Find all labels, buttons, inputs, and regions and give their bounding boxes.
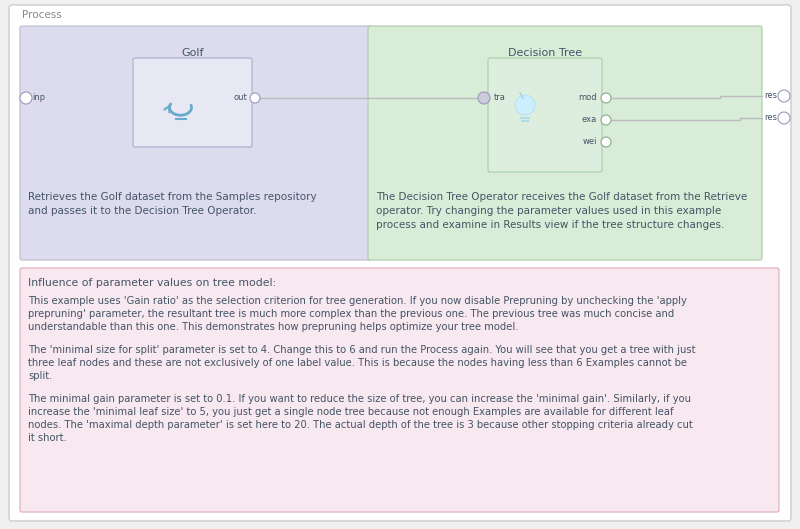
Text: Process: Process (22, 10, 62, 20)
Text: The Decision Tree Operator receives the Golf dataset from the Retrieve: The Decision Tree Operator receives the … (376, 192, 747, 202)
FancyBboxPatch shape (9, 5, 791, 521)
Text: Influence of parameter values on tree model:: Influence of parameter values on tree mo… (28, 278, 276, 288)
Text: understandable than this one. This demonstrates how prepruning helps optimize yo: understandable than this one. This demon… (28, 322, 518, 332)
Circle shape (601, 115, 611, 125)
Text: wei: wei (582, 138, 597, 147)
Circle shape (515, 95, 535, 115)
FancyBboxPatch shape (20, 268, 779, 512)
Text: nodes. The 'maximal depth parameter' is set here to 20. The actual depth of the : nodes. The 'maximal depth parameter' is … (28, 420, 693, 430)
Text: Retrieves the Golf dataset from the Samples repository: Retrieves the Golf dataset from the Samp… (28, 192, 317, 202)
Text: operator. Try changing the parameter values used in this example: operator. Try changing the parameter val… (376, 206, 722, 216)
Text: three leaf nodes and these are not exclusively of one label value. This is becau: three leaf nodes and these are not exclu… (28, 358, 687, 368)
Text: it short.: it short. (28, 433, 66, 443)
Text: increase the 'minimal leaf size' to 5, you just get a single node tree because n: increase the 'minimal leaf size' to 5, y… (28, 407, 674, 417)
Circle shape (20, 92, 32, 104)
Circle shape (778, 112, 790, 124)
Text: res: res (764, 114, 777, 123)
Text: tra: tra (494, 94, 506, 103)
Text: The minimal gain parameter is set to 0.1. If you want to reduce the size of tree: The minimal gain parameter is set to 0.1… (28, 394, 691, 404)
Text: process and examine in Results view if the tree structure changes.: process and examine in Results view if t… (376, 220, 724, 230)
FancyBboxPatch shape (368, 26, 762, 260)
Circle shape (250, 93, 260, 103)
Circle shape (778, 90, 790, 102)
Text: prepruning' parameter, the resultant tree is much more complex than the previous: prepruning' parameter, the resultant tre… (28, 309, 674, 319)
Text: mod: mod (578, 94, 597, 103)
Text: out: out (234, 94, 247, 103)
FancyBboxPatch shape (133, 58, 252, 147)
Text: The 'minimal size for split' parameter is set to 4. Change this to 6 and run the: The 'minimal size for split' parameter i… (28, 345, 695, 355)
Circle shape (478, 92, 490, 104)
Text: This example uses 'Gain ratio' as the selection criterion for tree generation. I: This example uses 'Gain ratio' as the se… (28, 296, 687, 306)
Text: Golf: Golf (182, 48, 204, 58)
Text: exa: exa (582, 115, 597, 124)
Text: split.: split. (28, 371, 52, 381)
FancyBboxPatch shape (488, 58, 602, 172)
Text: inp: inp (32, 94, 45, 103)
Text: res: res (764, 92, 777, 101)
Circle shape (601, 137, 611, 147)
FancyBboxPatch shape (20, 26, 372, 260)
Text: and passes it to the Decision Tree Operator.: and passes it to the Decision Tree Opera… (28, 206, 257, 216)
Text: Decision Tree: Decision Tree (508, 48, 582, 58)
Circle shape (601, 93, 611, 103)
